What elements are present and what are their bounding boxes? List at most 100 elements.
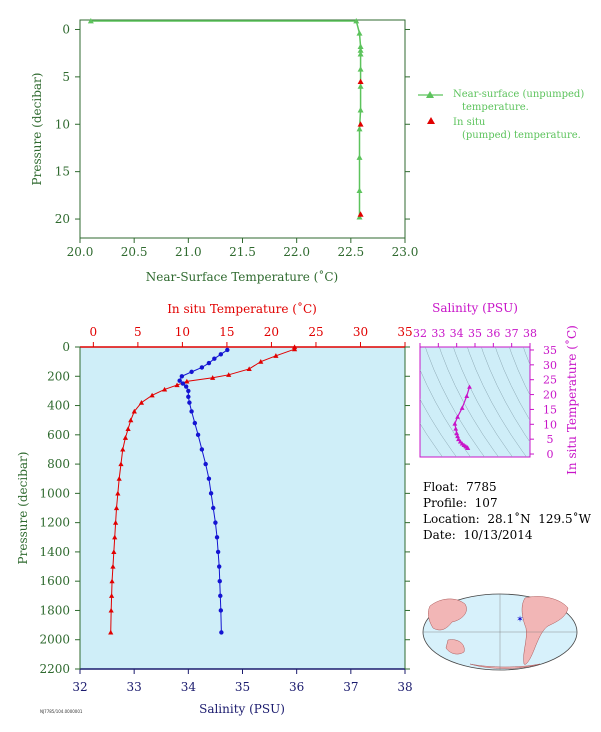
salinity-point: [218, 593, 223, 599]
float-value: 7785: [466, 480, 497, 494]
unpumped-temperature-point: [357, 43, 364, 49]
salinity-point: [225, 347, 230, 353]
map-land-asia: [428, 598, 467, 631]
salinity-point: [186, 388, 191, 394]
near-surface-x-ticks: 20.0 20.5 21.0 21.5 22.0 22.5 23.0: [67, 238, 419, 259]
unpumped-temperature-point: [356, 214, 363, 220]
salinity-point: [195, 432, 201, 438]
temperature-tick-label: 25: [308, 325, 323, 339]
temperature-tick-label: 20: [264, 325, 279, 339]
ts-title: Salinity (PSU): [432, 301, 518, 315]
profile-series: [108, 344, 298, 635]
temperature-point: [108, 607, 114, 613]
density-contour: [466, 347, 527, 457]
pressure-tick-label: 2200: [39, 662, 70, 676]
ts-point: [453, 426, 459, 431]
ts-y-label: In situ Temperature (˚C): [564, 325, 579, 475]
location-map: ✶: [422, 593, 578, 671]
density-contour: [420, 423, 443, 457]
x-tick-label: 23.0: [392, 245, 419, 259]
unpumped-temperature-point: [87, 17, 94, 24]
pressure-tick-label: 1000: [39, 486, 70, 500]
profile-label: Profile:: [423, 496, 468, 510]
ts-x-tick-label: 37: [505, 327, 519, 340]
profile-plot-background: [80, 347, 405, 669]
ts-y-tick-label: 15: [543, 403, 557, 416]
temperature-point: [174, 382, 180, 388]
density-contour: [424, 347, 485, 457]
pressure-y-ticks: 0 200 400 600 800 1000 1200 1400 1600 1800 2000 220…: [39, 340, 410, 676]
salinity-tick-label: 34: [181, 680, 197, 694]
date-value: 10/13/2014: [463, 528, 533, 542]
density-contour: [508, 347, 530, 396]
float-label: Float:: [423, 480, 459, 494]
float-row: Float: 7785: [423, 479, 591, 495]
density-contour: [480, 347, 530, 443]
date-row: Date: 10/13/2014: [423, 527, 591, 543]
pressure-tick-label: 1200: [39, 516, 70, 530]
temperature-point: [109, 578, 115, 584]
salinity-tick-label: 37: [343, 680, 358, 694]
temperature-point: [125, 426, 131, 432]
temperature-point: [291, 346, 298, 352]
salinity-point: [203, 461, 208, 467]
profile-chart: 0 5 10 15 20 25 30 35 32 33 34 35 36 37 38 0 200 400 600…: [16, 301, 413, 716]
salinity-point: [218, 352, 224, 357]
ts-y-tick-label: 20: [543, 389, 557, 402]
temperature-point: [184, 378, 190, 384]
pressure-axis-label: Pressure (decibar): [16, 452, 30, 565]
density-contour: [494, 347, 530, 421]
salinity-point: [192, 420, 198, 426]
salinity-point: [187, 400, 192, 405]
pumped-temperature-point: [357, 211, 364, 217]
ts-density-contours: [420, 347, 530, 457]
y-tick-label: 10: [55, 117, 70, 131]
legend-label-pumped-1: In situ: [453, 117, 486, 128]
y-tick-label: 0: [62, 22, 70, 36]
temperature-tick-label: 5: [134, 325, 142, 339]
pressure-tick-label: 1800: [39, 603, 70, 617]
salinity-point: [215, 549, 221, 555]
salinity-point: [177, 378, 182, 383]
profile-row: Profile: 107: [423, 495, 591, 511]
temperature-point: [226, 372, 232, 377]
x-tick-label: 20.0: [67, 245, 94, 259]
date-label: Date:: [423, 528, 456, 542]
ts-y-tick-label: 35: [543, 344, 557, 357]
temperature-tick-label: 15: [219, 325, 234, 339]
ts-y-tick-label: 0: [547, 448, 554, 461]
ts-y-tick-label: 30: [543, 359, 557, 372]
ts-point: [467, 384, 472, 389]
temperature-point: [258, 359, 264, 364]
y-tick-label: 20: [55, 212, 70, 226]
salinity-point: [199, 447, 205, 452]
temperature-point: [273, 353, 279, 358]
salinity-point: [206, 476, 212, 481]
unpumped-temperature-point: [356, 30, 363, 36]
ts-point: [455, 414, 460, 419]
float-info-panel: Float: 7785 Profile: 107 Location: 28.1˚…: [423, 479, 591, 543]
map-land-antarctica: [469, 663, 541, 669]
x-tick-label: 22.5: [337, 245, 364, 259]
legend-marker-unpumped: [426, 91, 434, 98]
temperature-point: [112, 534, 118, 540]
pumped-temperature-point: [357, 121, 364, 127]
near-surface-y-label: Pressure (decibar): [30, 73, 44, 186]
density-contour: [420, 369, 471, 457]
unpumped-temperature-point: [356, 154, 363, 160]
salinity-axis-label: Salinity (PSU): [199, 702, 285, 716]
pressure-tick-label: 400: [47, 399, 70, 413]
salinity-tick-label: 38: [397, 680, 412, 694]
x-tick-label: 22.0: [283, 245, 310, 259]
near-surface-y-ticks: 0 5 10 15 20: [55, 22, 410, 226]
temperature-tick-label: 10: [175, 325, 190, 339]
temperature-point: [161, 386, 168, 392]
location-value: 28.1˚N 129.5˚W: [487, 512, 591, 526]
float-location-marker: ✶: [516, 615, 524, 625]
salinity-tick-label: 36: [289, 680, 304, 694]
near-surface-x-label: Near-Surface Temperature (˚C): [146, 269, 338, 284]
temperature-point: [113, 505, 120, 511]
ts-y-tick-label: 25: [543, 374, 557, 387]
salinity-point: [217, 578, 222, 584]
